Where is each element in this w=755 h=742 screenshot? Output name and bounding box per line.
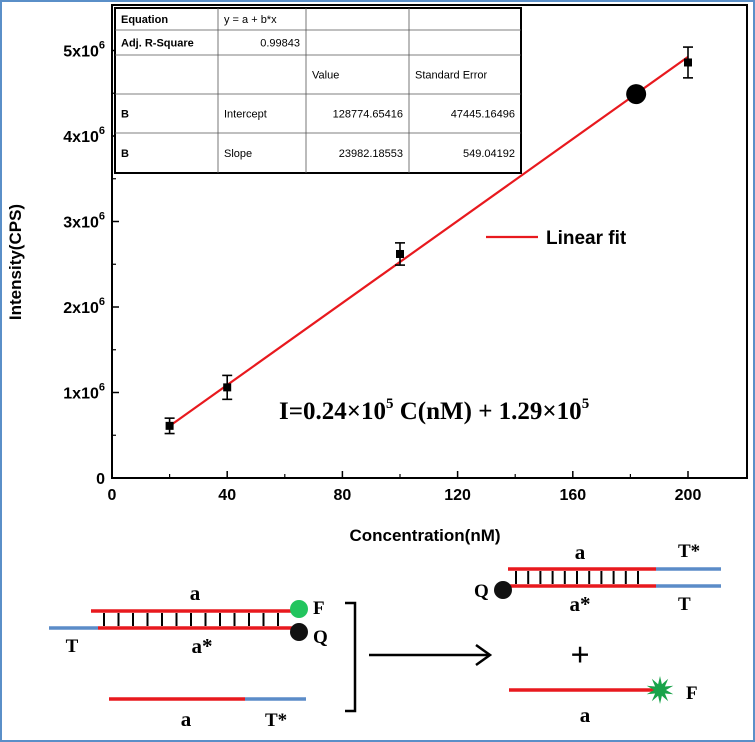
- left-top-label: a: [190, 581, 201, 605]
- table-cell: 23982.18553: [339, 148, 403, 160]
- x-tick-label: 160: [559, 487, 586, 504]
- y-axis-label: Intensity(CPS): [6, 204, 25, 320]
- right-bottom-label: a*: [570, 592, 591, 616]
- fit-table: Equation y = a + b*x Adj. R-Square 0.99843 V…: [114, 7, 522, 174]
- table-cell: 128774.65416: [333, 109, 403, 121]
- x-tick-label: 40: [218, 487, 236, 504]
- data-points: [165, 58, 692, 430]
- fit-table-cells: Equation y = a + b*x Adj. R-Square 0.99843 V…: [121, 14, 515, 160]
- table-cell: Equation: [121, 14, 168, 26]
- data-point: [223, 383, 232, 392]
- plot-area: [111, 4, 748, 479]
- table-cell: Adj. R-Square: [121, 38, 194, 50]
- fit-line: [168, 55, 689, 427]
- fluorophore-dot: [290, 600, 308, 618]
- data-point: [396, 249, 404, 258]
- fluorophore-star-icon: [646, 676, 674, 704]
- left-duplex-base-pairs: [103, 613, 279, 626]
- table-cell: Value: [312, 70, 339, 82]
- table-cell: Standard Error: [415, 70, 487, 82]
- left-quench-label: Q: [313, 627, 328, 648]
- free-strand-tail-label: T*: [265, 710, 287, 731]
- right-bottom-tail-label: T: [678, 594, 691, 615]
- table-cell: 0.99843: [260, 38, 300, 50]
- released-fluor-label: F: [686, 683, 698, 704]
- data-point: [684, 58, 692, 67]
- y-tick-label: 1x106: [63, 382, 105, 403]
- right-top-tail-label: T*: [678, 541, 700, 562]
- right-top-label: a: [575, 540, 586, 564]
- mechanism-scheme: a a* T F Q a T* a T*: [49, 540, 721, 731]
- quencher-dot: [290, 623, 308, 641]
- left-bottom-label: a*: [192, 634, 213, 658]
- fit-table-grid: [115, 8, 521, 173]
- chart: 0 40 80 120 160 200 0 1x106 2x106 3x106 4x106 5x10…: [6, 4, 748, 545]
- table-cell: B: [121, 109, 129, 121]
- table-cell: 47445.16496: [451, 109, 515, 121]
- reaction-arrow: [369, 643, 493, 667]
- x-tick-label: 0: [108, 487, 117, 504]
- free-strand-label: a: [181, 707, 192, 731]
- released-strand-label: a: [580, 703, 591, 727]
- y-tick-label: 5x106: [63, 40, 105, 61]
- x-tick-label: 200: [675, 487, 702, 504]
- free-strand: a T*: [109, 697, 306, 731]
- table-cell: Intercept: [224, 109, 267, 121]
- x-tick-label: 120: [444, 487, 471, 504]
- table-cell: y = a + b*x: [224, 14, 277, 26]
- left-duplex: a a* T F Q: [49, 581, 328, 658]
- highlight-point: [626, 84, 647, 105]
- right-duplex-base-pairs: [515, 571, 639, 584]
- table-cell: Slope: [224, 148, 252, 160]
- right-duplex: a T* a* T Q: [474, 540, 721, 616]
- y-tick-label: 4x106: [63, 125, 105, 146]
- y-axis-ticks: 0 1x106 2x106 3x106 4x106 5x106: [63, 40, 119, 488]
- right-quencher-dot: [494, 581, 512, 599]
- fit-table-border: [114, 7, 522, 174]
- released-strand: a F: [509, 676, 698, 727]
- data-point: [165, 421, 174, 430]
- y-tick-label: 2x106: [63, 296, 105, 317]
- left-tail-label: T: [66, 636, 79, 657]
- reactant-bracket: [345, 601, 357, 713]
- y-tick-label: 3x106: [63, 211, 105, 232]
- table-cell: B: [121, 148, 129, 160]
- fit-equation: I=0.24×105 C(nM) + 1.29×105: [279, 396, 589, 425]
- y-tick-label: 0: [96, 471, 105, 488]
- plus-sign: +: [570, 637, 589, 674]
- x-tick-label: 80: [334, 487, 352, 504]
- table-cell: 549.04192: [463, 148, 515, 160]
- legend: Linear fit: [486, 228, 627, 249]
- legend-label: Linear fit: [546, 228, 627, 249]
- x-axis-label: Concentration(nM): [349, 526, 500, 545]
- left-fluor-label: F: [313, 598, 325, 619]
- right-quench-label: Q: [474, 581, 489, 602]
- x-axis-ticks: 0 40 80 120 160 200: [108, 471, 702, 504]
